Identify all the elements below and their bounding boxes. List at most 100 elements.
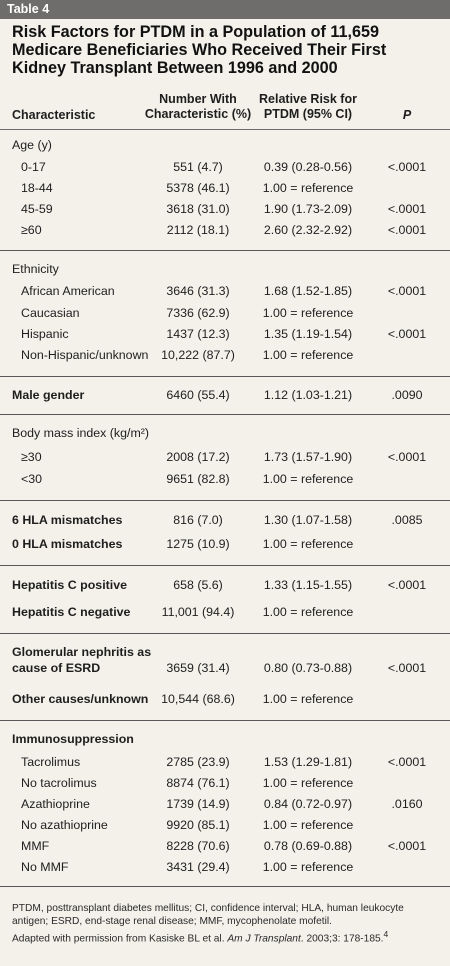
row-label: 0 HLA mismatches: [12, 537, 123, 551]
row-number: 10,222 (87.7): [161, 348, 235, 362]
abbreviations-note: PTDM, posttransplant diabetes mellitus; …: [12, 903, 404, 927]
row-number: 658 (5.6): [173, 578, 223, 592]
row-number: 3659 (31.4): [166, 661, 230, 675]
row-relative-risk: 1.68 (1.52-1.85): [263, 284, 353, 298]
section-divider: [0, 633, 450, 634]
row-label: Caucasian: [21, 306, 80, 320]
row-number: 9651 (82.8): [166, 472, 230, 486]
row-relative-risk: 1.00 = reference: [262, 306, 354, 320]
row-p-value: <.0001: [387, 284, 427, 298]
row-label: Non-Hispanic/unknown: [21, 348, 149, 362]
row-number: 5378 (46.1): [166, 181, 230, 195]
row-relative-risk: 1.00 = reference: [262, 181, 354, 195]
row-relative-risk: 1.33 (1.15-1.55): [263, 578, 353, 592]
row-label: 6 HLA mismatches: [12, 513, 123, 527]
table-label: Table 4: [0, 0, 450, 19]
row-number: 2112 (18.1): [166, 223, 230, 237]
row-label: Male gender: [12, 388, 85, 402]
row-relative-risk: 0.80 (0.73-0.88): [263, 661, 353, 675]
row-relative-risk: 1.90 (1.73-2.09): [263, 202, 353, 216]
row-number: 2785 (23.9): [166, 755, 230, 769]
column-header-number: Number With Characteristic (%): [144, 92, 252, 121]
row-label: Other causes/unknown: [12, 692, 149, 706]
row-relative-risk: 1.73 (1.57-1.90): [263, 450, 353, 464]
row-number: 3646 (31.3): [166, 284, 230, 298]
row-label: No MMF: [21, 860, 69, 874]
section-heading-immunosuppression: Immunosuppression: [12, 732, 134, 746]
source-citation: Adapted with permission from Kasiske BL …: [12, 929, 389, 945]
row-p-value: <.0001: [387, 661, 427, 675]
reference-number: 4: [383, 929, 389, 939]
section-heading-ethnicity: Ethnicity: [12, 262, 59, 276]
row-number: 8874 (76.1): [166, 776, 230, 790]
row-relative-risk: 0.78 (0.69-0.88): [263, 839, 353, 853]
row-relative-risk: 2.60 (2.32-2.92): [263, 223, 353, 237]
row-relative-risk: 1.00 = reference: [262, 818, 354, 832]
row-number: 1739 (14.9): [166, 797, 230, 811]
row-relative-risk: 1.30 (1.07-1.58): [263, 513, 353, 527]
row-label: Tacrolimus: [21, 755, 81, 769]
row-label: Hepatitis C negative: [12, 605, 131, 619]
row-number: 1437 (12.3): [166, 327, 230, 341]
table-footnote: PTDM, posttransplant diabetes mellitus; …: [12, 902, 440, 945]
table-title: Risk Factors for PTDM in a Population of…: [12, 23, 387, 77]
row-number: 1275 (10.9): [166, 537, 230, 551]
row-number: 551 (4.7): [173, 160, 223, 174]
row-label-line2: cause of ESRD: [12, 661, 101, 675]
row-label: Hepatitis C positive: [12, 578, 127, 592]
row-number: 3431 (29.4): [166, 860, 230, 874]
row-number: 6460 (55.4): [166, 388, 230, 402]
section-divider: [0, 250, 450, 251]
row-number: 11,001 (94.4): [161, 605, 235, 619]
row-number: 7336 (62.9): [166, 306, 230, 320]
section-divider: [0, 376, 450, 377]
section-divider: [0, 720, 450, 721]
section-divider: [0, 565, 450, 566]
row-p-value: .0085: [391, 513, 423, 527]
row-p-value: <.0001: [387, 202, 427, 216]
row-relative-risk: 1.00 = reference: [262, 860, 354, 874]
row-label: African American: [21, 284, 115, 298]
row-relative-risk: 1.00 = reference: [262, 348, 354, 362]
row-label: ≥60: [21, 223, 42, 237]
row-p-value: .0160: [391, 797, 423, 811]
row-relative-risk: 1.00 = reference: [262, 605, 354, 619]
row-relative-risk: 1.35 (1.19-1.54): [263, 327, 353, 341]
row-p-value: <.0001: [387, 327, 427, 341]
row-label: 18-44: [21, 181, 53, 195]
row-number: 816 (7.0): [173, 513, 223, 527]
row-relative-risk: 1.00 = reference: [262, 472, 354, 486]
row-label: ≥30: [21, 450, 42, 464]
row-relative-risk: 1.00 = reference: [262, 537, 354, 551]
row-label-line1: Glomerular nephritis as: [12, 645, 152, 659]
row-label: No tacrolimus: [21, 776, 97, 790]
row-number: 2008 (17.2): [166, 450, 230, 464]
row-p-value: <.0001: [387, 223, 427, 237]
column-header-p: P: [402, 108, 412, 122]
row-label: Azathioprine: [21, 797, 90, 811]
row-label: MMF: [21, 839, 50, 853]
row-label: 45-59: [21, 202, 53, 216]
column-header-relative-risk: Relative Risk for PTDM (95% CI): [259, 92, 357, 121]
row-p-value: <.0001: [387, 160, 427, 174]
row-p-value: <.0001: [387, 578, 427, 592]
row-p-value: <.0001: [387, 450, 427, 464]
header-divider: [0, 129, 450, 130]
row-label: <30: [21, 472, 43, 486]
journal-name: Am J Transplant: [227, 933, 301, 945]
row-relative-risk: 0.84 (0.72-0.97): [263, 797, 353, 811]
row-label: Hispanic: [21, 327, 69, 341]
row-p-value: <.0001: [387, 839, 427, 853]
row-relative-risk: 1.53 (1.29-1.81): [263, 755, 353, 769]
section-heading-bmi: Body mass index (kg/m²): [12, 426, 150, 440]
section-heading-age: Age (y): [12, 138, 52, 152]
row-number: 10,544 (68.6): [161, 692, 235, 706]
row-relative-risk: 1.00 = reference: [262, 692, 354, 706]
table-bottom-rule: [0, 886, 450, 887]
row-label: 0-17: [21, 160, 46, 174]
section-divider: [0, 500, 450, 501]
row-relative-risk: 1.12 (1.03-1.21): [263, 388, 353, 402]
row-p-value: <.0001: [387, 755, 427, 769]
row-number: 3618 (31.0): [166, 202, 230, 216]
row-number: 8228 (70.6): [166, 839, 230, 853]
